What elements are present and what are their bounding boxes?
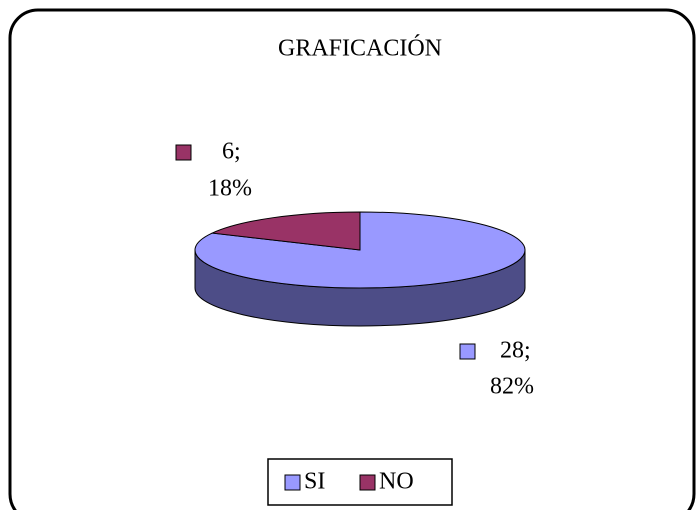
legend-label: SI <box>304 469 325 495</box>
data-label-key <box>459 343 476 360</box>
legend-swatch <box>284 474 301 491</box>
legend-label: NO <box>379 469 414 495</box>
data-label-value: 6; <box>222 139 241 165</box>
data-label-key <box>175 144 192 161</box>
data-label-percent: 18% <box>208 176 252 202</box>
data-label-value: 28; <box>500 338 531 364</box>
pie-slice <box>210 211 361 251</box>
data-label-percent: 82% <box>490 374 534 400</box>
legend-swatch <box>359 474 376 491</box>
chart-title: GRAFICACIÓN <box>278 35 442 62</box>
pie-slice <box>194 211 526 289</box>
